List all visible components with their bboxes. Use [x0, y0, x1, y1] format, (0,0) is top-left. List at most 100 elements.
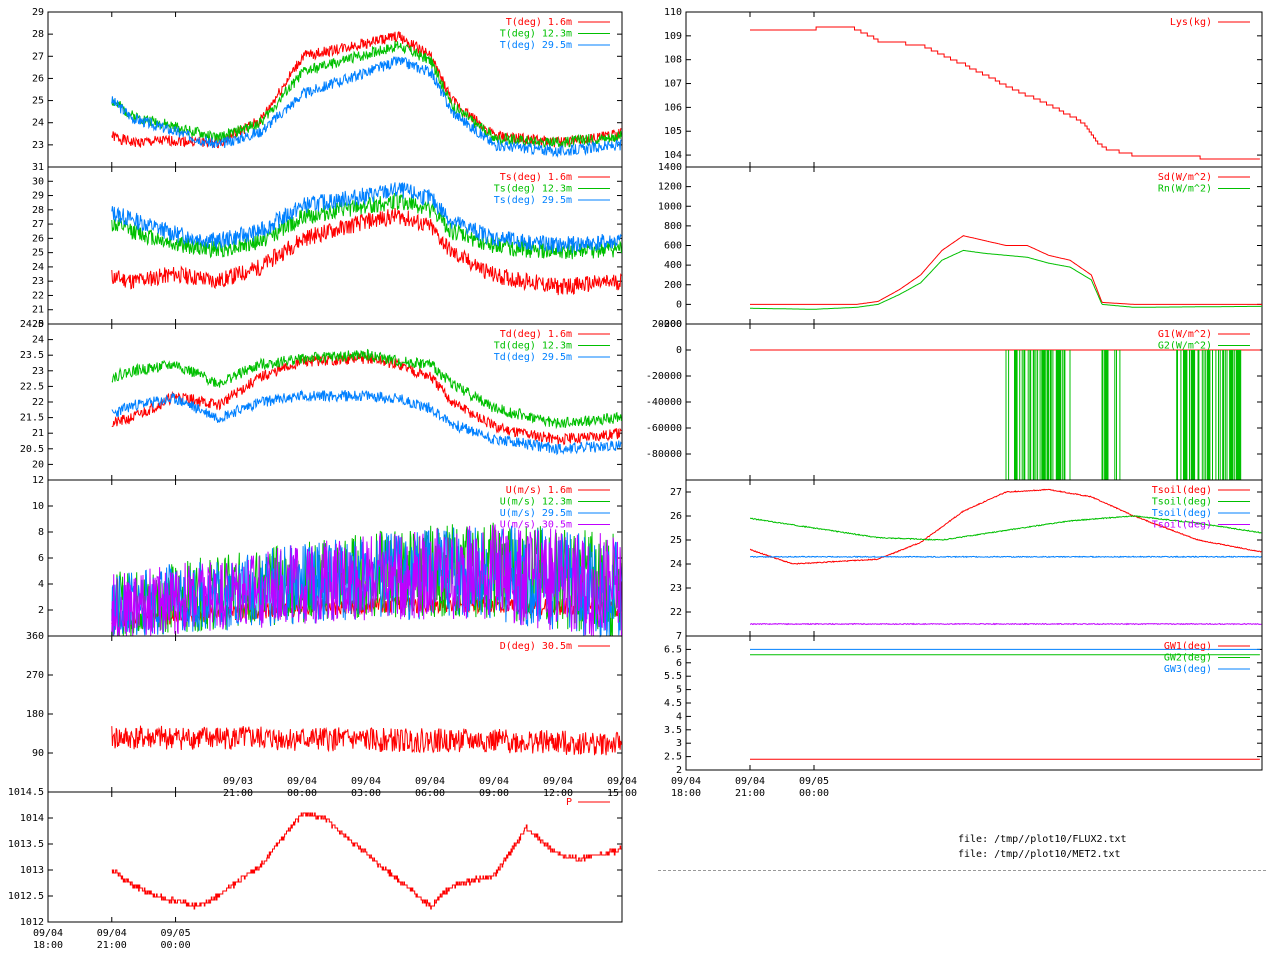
file-note-met: file: /tmp//plot10/MET2.txt — [958, 849, 1121, 860]
x-tick-label: 09/05 — [161, 928, 191, 939]
y-tick-label: -40000 — [646, 397, 682, 408]
y-tick-label: 4.5 — [664, 698, 682, 709]
y-tick-label: 109 — [664, 31, 682, 42]
y-tick-label: 20.5 — [20, 444, 44, 455]
y-tick-label: 800 — [664, 221, 682, 232]
series-line-u-3 — [111, 524, 622, 637]
series-line-tsoil-3 — [750, 622, 1262, 626]
series-line-t-1 — [111, 40, 622, 149]
x-tick-label: 09/04 — [671, 776, 701, 787]
x-tick-label: 09/04 — [479, 776, 509, 787]
y-tick-label: 23 — [32, 140, 44, 151]
y-tick-label: 31 — [32, 162, 44, 173]
panel-g: -80000 -60000 -40000 -20000 0 20000 G1(W/m^2)G… — [646, 319, 1263, 481]
y-tick-label: 22 — [32, 290, 44, 301]
x-tick-label: 09/04 — [33, 928, 63, 939]
y-tick-label: 25 — [32, 96, 44, 107]
y-tick-label: 20 — [32, 459, 44, 470]
series-line-p-0 — [111, 812, 622, 910]
y-tick-label: 108 — [664, 55, 682, 66]
y-tick-label: 20000 — [652, 319, 682, 330]
x-tick-label: 09/04 — [287, 776, 317, 787]
y-tick-label: -200 — [658, 319, 682, 330]
y-tick-label: 23 — [670, 583, 682, 594]
panel-u: 2 4 6 8 10 12 U(m/s) 1.6mU(m/s) 12.3mU(m/s) 29… — [32, 475, 623, 638]
legend-label: Ts(deg) 1.6m — [500, 172, 572, 183]
y-tick-label: 26 — [32, 73, 44, 84]
y-tick-label: 12 — [32, 475, 44, 486]
y-tick-label: 6 — [676, 658, 682, 669]
series-line-g-1 — [1005, 350, 1242, 480]
y-tick-label: 270 — [26, 670, 44, 681]
y-tick-label: 1014 — [20, 813, 44, 824]
y-tick-label: 106 — [664, 102, 682, 113]
panel-t: 23 24 25 26 27 28 29 T(deg) 1.6mT(deg) 12.3mT(d… — [32, 7, 623, 168]
y-tick-label: 24.5 — [20, 319, 44, 330]
y-tick-label: 4 — [676, 711, 682, 722]
legend-label: Tsoil(deg) — [1152, 497, 1212, 508]
legend-label: Td(deg) 29.5m — [494, 352, 572, 363]
y-tick-label: 4 — [38, 579, 44, 590]
series-line-tsoil-0 — [749, 488, 1262, 565]
y-tick-label: 3.5 — [664, 725, 682, 736]
legend-label: U(m/s) 29.5m — [500, 508, 572, 519]
x-tick-label: 18:00 — [671, 788, 701, 799]
y-tick-label: 1400 — [658, 162, 682, 173]
legend-label: P — [566, 797, 572, 808]
y-tick-label: 21 — [32, 305, 44, 316]
y-tick-label: 21 — [32, 428, 44, 439]
y-tick-label: 23 — [32, 276, 44, 287]
y-tick-label: 2 — [38, 605, 44, 616]
y-tick-label: 21.5 — [20, 413, 44, 424]
x-tick-label: 00:00 — [287, 788, 317, 799]
x-tick-label: 21:00 — [735, 788, 765, 799]
y-tick-label: 24 — [670, 559, 682, 570]
x-tick-label: 09/03 — [223, 776, 253, 787]
y-tick-label: 6.5 — [664, 644, 682, 655]
y-tick-label: 22 — [32, 397, 44, 408]
y-tick-label: 26 — [670, 511, 682, 522]
y-tick-label: 1012 — [20, 917, 44, 928]
y-tick-label: 0 — [676, 345, 682, 356]
y-tick-label: 200 — [664, 280, 682, 291]
y-tick-label: 25 — [32, 248, 44, 259]
y-tick-label: 180 — [26, 709, 44, 720]
y-tick-label: 24 — [32, 335, 44, 346]
y-tick-label: -80000 — [646, 449, 682, 460]
y-tick-label: 23.5 — [20, 350, 44, 361]
y-tick-label: 27 — [670, 487, 682, 498]
y-tick-label: 2 — [676, 765, 682, 776]
y-tick-label: 5.5 — [664, 671, 682, 682]
file-note-flux: file: /tmp//plot10/FLUX2.txt — [958, 834, 1127, 845]
y-tick-label: 22 — [670, 607, 682, 618]
x-tick-label: 21:00 — [97, 940, 127, 951]
y-tick-label: 105 — [664, 126, 682, 137]
x-tick-label: 00:00 — [161, 940, 191, 951]
series-line-tsoil-2 — [750, 555, 1262, 559]
y-tick-label: -60000 — [646, 423, 682, 434]
y-tick-label: 1012.5 — [8, 891, 44, 902]
y-tick-label: 1013.5 — [8, 839, 44, 850]
y-tick-label: 29 — [32, 191, 44, 202]
series-line-rad-1 — [750, 249, 1262, 310]
x-tick-label: 09/04 — [735, 776, 765, 787]
x-tick-label: 09/04 — [415, 776, 445, 787]
series-line-lys-0 — [750, 26, 1260, 160]
legend-label: Ts(deg) 12.3m — [494, 184, 572, 195]
legend-label: U(m/s) 1.6m — [506, 485, 572, 496]
legend-label: T(deg) 12.3m — [500, 29, 572, 40]
panel-d: 90 180 270 360 D(deg) 30.5m — [26, 631, 623, 793]
y-tick-label: 24 — [32, 262, 44, 273]
legend-label: Td(deg) 1.6m — [500, 329, 572, 340]
legend-label: GW1(deg) — [1164, 641, 1212, 652]
x-tick-label: 15:00 — [607, 788, 637, 799]
x-tick-label: 09/04 — [97, 928, 127, 939]
y-tick-label: 1014.5 — [8, 787, 44, 798]
y-tick-label: 360 — [26, 631, 44, 642]
y-tick-label: 29 — [32, 7, 44, 18]
legend-label: GW2(deg) — [1164, 653, 1212, 664]
legend-label: Tsoil(deg) — [1152, 508, 1212, 519]
x-tick-label: 12:00 — [543, 788, 573, 799]
